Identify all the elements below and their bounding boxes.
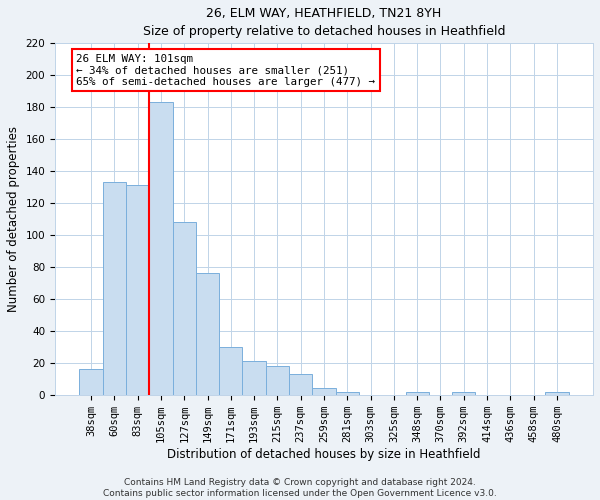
Bar: [126, 186, 149, 395]
Text: 26 ELM WAY: 101sqm
← 34% of detached houses are smaller (251)
65% of semi-detach: 26 ELM WAY: 101sqm ← 34% of detached hou…: [76, 54, 376, 87]
Bar: [452, 392, 475, 395]
Bar: [79, 369, 103, 395]
Bar: [149, 102, 173, 395]
Bar: [266, 366, 289, 395]
Bar: [335, 392, 359, 395]
Bar: [103, 182, 126, 395]
Bar: [242, 361, 266, 395]
Title: 26, ELM WAY, HEATHFIELD, TN21 8YH
Size of property relative to detached houses i: 26, ELM WAY, HEATHFIELD, TN21 8YH Size o…: [143, 7, 505, 38]
Bar: [406, 392, 429, 395]
X-axis label: Distribution of detached houses by size in Heathfield: Distribution of detached houses by size …: [167, 448, 481, 460]
Bar: [196, 274, 219, 395]
Bar: [219, 347, 242, 395]
Y-axis label: Number of detached properties: Number of detached properties: [7, 126, 20, 312]
Bar: [173, 222, 196, 395]
Bar: [313, 388, 335, 395]
Text: Contains HM Land Registry data © Crown copyright and database right 2024.
Contai: Contains HM Land Registry data © Crown c…: [103, 478, 497, 498]
Bar: [289, 374, 313, 395]
Bar: [545, 392, 569, 395]
